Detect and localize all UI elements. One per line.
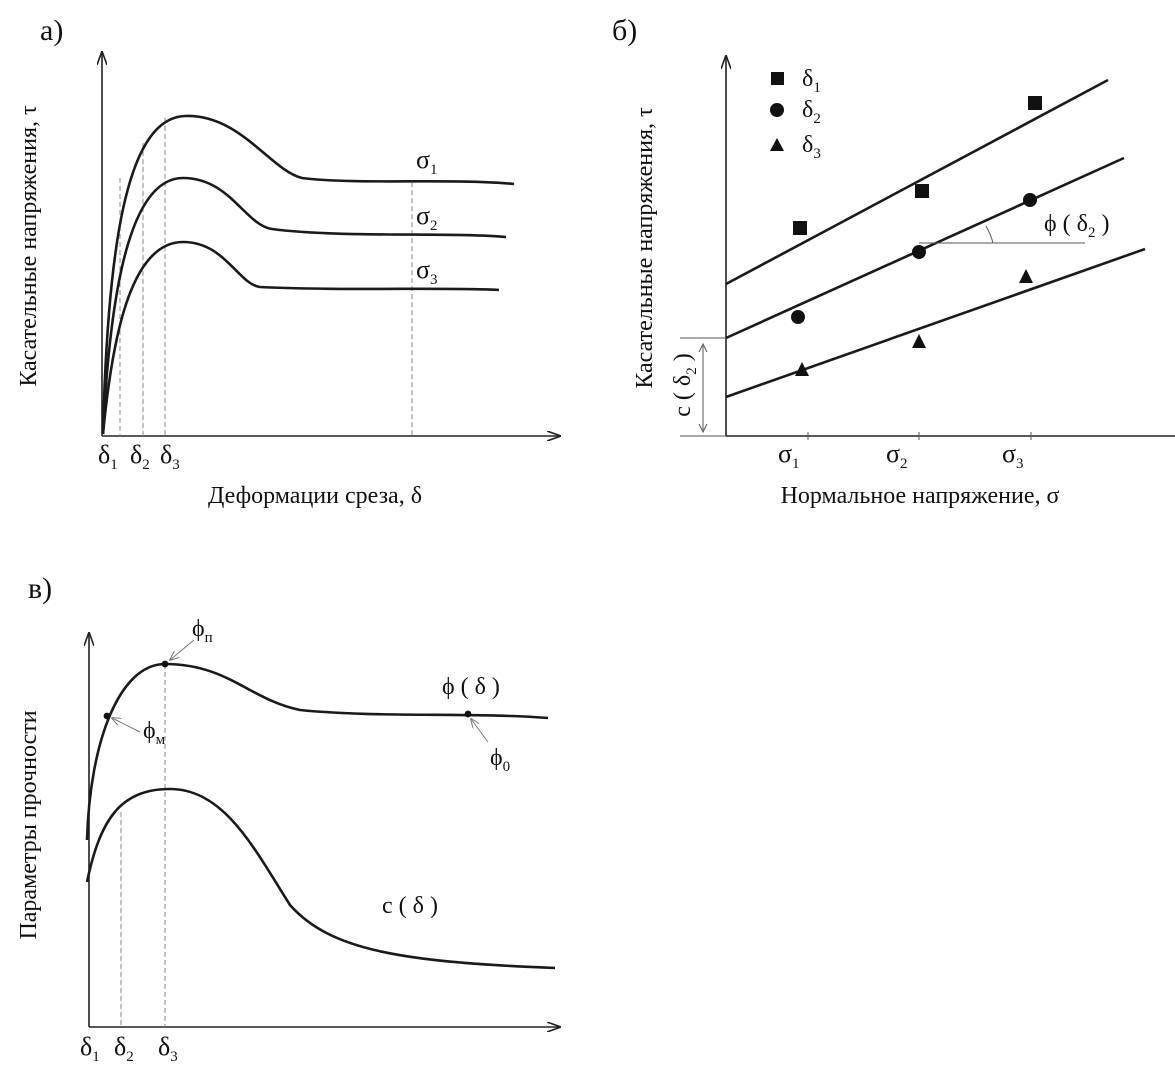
point-delta3-sigma1 bbox=[795, 362, 809, 376]
point-delta1-sigma3 bbox=[1028, 96, 1042, 110]
legend-triangle-marker bbox=[770, 138, 784, 151]
panel-a-curve-sigma2 bbox=[101, 176, 507, 435]
panel-a-tick-2: δ2 bbox=[130, 440, 150, 473]
point-delta2-sigma3 bbox=[1023, 193, 1037, 207]
panel-c-y-label: Параметры прочности bbox=[16, 710, 42, 939]
phi-0-point bbox=[464, 710, 472, 718]
angle-label: ϕ ( δ2 ) bbox=[1044, 211, 1109, 241]
point-delta2-sigma1 bbox=[791, 310, 805, 324]
panel-a-curve-label-1: σ1 bbox=[416, 145, 438, 178]
panel-a-tag: а) bbox=[40, 14, 63, 47]
phi-0-label: ϕ0 bbox=[490, 745, 510, 775]
panel-c-tick-3: δ3 bbox=[158, 1032, 178, 1065]
panel-a-tick-3: δ3 bbox=[160, 440, 180, 473]
panel-b: б) Касательные напряжения, τ Нормальное … bbox=[612, 14, 1175, 509]
fit-line-delta2 bbox=[725, 156, 1125, 340]
point-delta3-sigma3 bbox=[1019, 269, 1033, 283]
panel-b-tick-3: σ3 bbox=[1002, 439, 1024, 472]
panel-a-tick-1: δ1 bbox=[98, 440, 118, 473]
legend-square-marker bbox=[771, 72, 784, 85]
c-curve bbox=[85, 787, 556, 970]
panel-a: а) Касательные напряжения, τ Деформации … bbox=[16, 14, 560, 509]
fit-line-delta3 bbox=[725, 247, 1146, 399]
point-delta3-sigma2 bbox=[912, 334, 926, 348]
legend-label-delta1: δ1 bbox=[802, 66, 821, 96]
panel-c-tick-1: δ1 bbox=[80, 1032, 100, 1065]
legend-circle-marker bbox=[770, 103, 784, 117]
panel-a-x-label: Деформации среза, δ bbox=[208, 483, 422, 509]
panel-c-tag: в) bbox=[28, 572, 52, 605]
panel-b-tag: б) bbox=[612, 14, 637, 47]
panel-c: в) Параметры прочности ϕп ϕм ϕ0 ϕ ( δ ) … bbox=[16, 572, 560, 1065]
panel-a-y-label: Касательные напряжения, τ bbox=[16, 105, 42, 387]
phi-curve-label: ϕ ( δ ) bbox=[442, 674, 500, 700]
panel-a-curve-sigma3 bbox=[101, 240, 500, 435]
phi-peak-point bbox=[161, 660, 169, 668]
panel-b-x-label: Нормальное напряжение, σ bbox=[781, 483, 1060, 509]
intercept-arrow-up bbox=[698, 342, 708, 353]
panel-b-tick-1: σ1 bbox=[778, 439, 800, 472]
point-delta1-sigma2 bbox=[915, 184, 929, 198]
phi-curve bbox=[85, 662, 549, 841]
panel-a-curve-sigma1 bbox=[101, 114, 515, 435]
legend-label-delta2: δ2 bbox=[802, 97, 821, 127]
fit-line-delta1 bbox=[725, 78, 1109, 286]
panel-b-tick-2: σ2 bbox=[886, 439, 908, 472]
phi-m-pointer bbox=[112, 718, 141, 733]
phi-0-pointer bbox=[471, 719, 489, 743]
phi-peak-pointer bbox=[170, 639, 195, 660]
panel-b-y-label: Касательные напряжения, τ bbox=[632, 107, 658, 389]
legend-label-delta3: δ3 bbox=[802, 132, 821, 162]
c-curve-label: c ( δ ) bbox=[382, 893, 438, 919]
point-delta2-sigma2 bbox=[912, 245, 926, 259]
phi-m-point bbox=[103, 712, 111, 720]
intercept-label: c ( δ2 ) bbox=[670, 353, 700, 416]
panel-a-curve-label-3: σ3 bbox=[416, 255, 438, 288]
angle-arc bbox=[985, 225, 994, 244]
point-delta1-sigma1 bbox=[793, 221, 807, 235]
phi-m-label: ϕм bbox=[143, 718, 166, 748]
panel-c-tick-2: δ2 bbox=[114, 1032, 134, 1065]
panel-a-curve-label-2: σ2 bbox=[416, 201, 438, 234]
intercept-arrow-down bbox=[698, 423, 708, 434]
phi-peak-label: ϕп bbox=[192, 616, 213, 646]
